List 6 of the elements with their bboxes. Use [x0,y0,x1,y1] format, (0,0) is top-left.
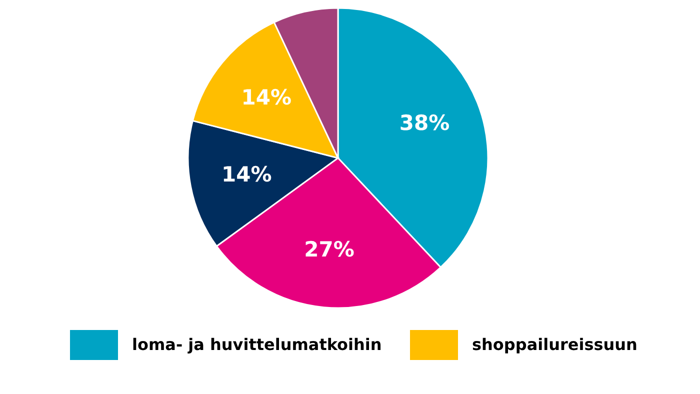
data-label: 27% [304,238,354,262]
data-label: 38% [399,110,450,135]
legend-label: loma- ja huvittelumatkoihin [132,335,382,354]
data-label: 14% [241,86,292,110]
legend-label: shoppailureissuun [472,335,638,354]
data-label: 14% [222,162,272,186]
